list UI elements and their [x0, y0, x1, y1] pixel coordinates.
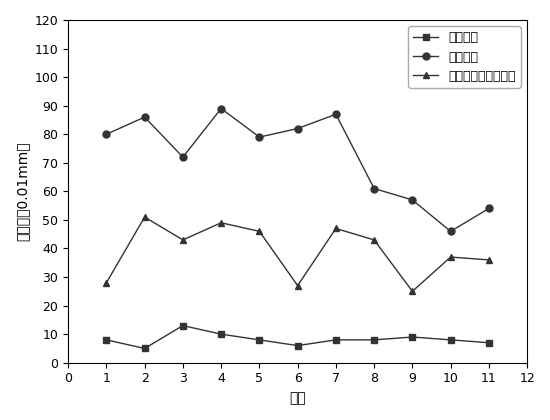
洒布碎石纤维封层后 [256, 229, 263, 234]
碎石化后 [447, 229, 454, 234]
碎石化后 [333, 112, 339, 117]
Y-axis label: 弯沉值（0.01mm）: 弯沉值（0.01mm） [15, 142, 29, 241]
碎石化前 [409, 334, 416, 339]
碎石化前 [218, 332, 224, 337]
碎石化前 [180, 323, 186, 328]
洒布碎石纤维封层后 [103, 280, 109, 285]
碎石化后 [371, 186, 377, 191]
碎石化前 [141, 346, 148, 351]
碎石化前 [371, 337, 377, 342]
碎石化后 [218, 106, 224, 111]
洒布碎石纤维封层后 [486, 257, 492, 262]
洒布碎石纤维封层后 [218, 220, 224, 225]
碎石化前 [256, 337, 263, 342]
碎石化后 [256, 134, 263, 139]
碎石化后 [294, 126, 301, 131]
洒布碎石纤维封层后 [409, 289, 416, 294]
Legend: 碎石化前, 碎石化后, 洒布碎石纤维封层后: 碎石化前, 碎石化后, 洒布碎石纤维封层后 [408, 26, 521, 88]
洒布碎石纤维封层后 [447, 255, 454, 260]
碎石化前 [333, 337, 339, 342]
碎石化后 [103, 132, 109, 137]
碎石化前 [103, 337, 109, 342]
X-axis label: 测点: 测点 [289, 391, 306, 405]
洒布碎石纤维封层后 [141, 215, 148, 220]
碎石化前 [486, 340, 492, 345]
碎石化前 [294, 343, 301, 348]
碎石化后 [409, 197, 416, 202]
Line: 洒布碎石纤维封层后: 洒布碎石纤维封层后 [103, 214, 492, 295]
碎石化后 [486, 206, 492, 211]
碎石化后 [180, 155, 186, 160]
碎石化后 [141, 115, 148, 120]
Line: 碎石化后: 碎石化后 [103, 105, 492, 235]
洒布碎石纤维封层后 [333, 226, 339, 231]
Line: 碎石化前: 碎石化前 [103, 322, 492, 352]
碎石化前 [447, 337, 454, 342]
洒布碎石纤维封层后 [371, 237, 377, 242]
洒布碎石纤维封层后 [294, 283, 301, 288]
洒布碎石纤维封层后 [180, 237, 186, 242]
